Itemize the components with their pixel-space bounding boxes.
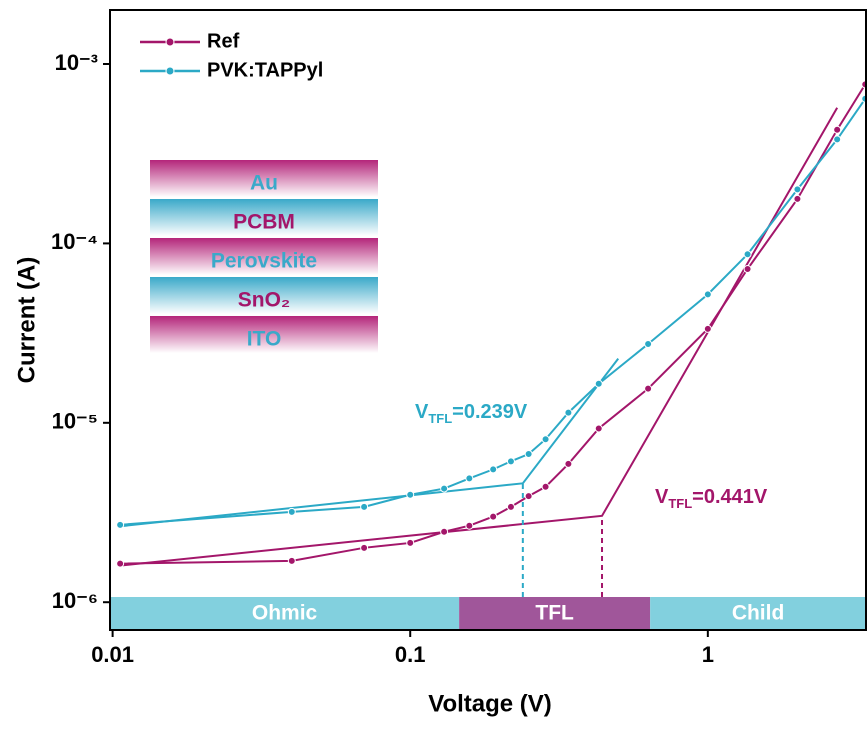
layer-label: SnO₂	[238, 289, 291, 312]
data-point	[506, 457, 515, 466]
region-band	[459, 597, 651, 630]
data-point	[564, 459, 573, 468]
layer	[150, 160, 378, 197]
x-tick-label: 0.01	[91, 642, 134, 667]
region-label: Ohmic	[252, 602, 318, 625]
data-point	[703, 324, 712, 333]
data-point	[793, 185, 802, 194]
legend-marker	[165, 37, 175, 47]
legend-label: PVK:TAPPyl	[207, 59, 323, 81]
series-line	[120, 98, 867, 526]
layer	[150, 316, 378, 353]
annotation-v: V	[415, 401, 429, 423]
data-point	[506, 502, 515, 511]
data-point	[594, 424, 603, 433]
annotation-sub: TFL	[428, 411, 452, 426]
data-point	[465, 474, 474, 483]
data-point	[524, 492, 533, 501]
data-point	[287, 556, 296, 565]
data-point	[644, 384, 653, 393]
data-point	[440, 484, 449, 493]
annotation: VTFL=0.239V	[415, 401, 528, 426]
data-point	[406, 538, 415, 547]
data-point	[489, 512, 498, 521]
layer-label: Au	[250, 172, 278, 195]
y-tick-label: 10⁻³	[55, 50, 98, 75]
data-point	[116, 520, 125, 529]
data-point	[594, 379, 603, 388]
x-tick-label: 0.1	[395, 642, 426, 667]
y-axis-title: Current (A)	[13, 257, 40, 384]
data-point	[360, 543, 369, 552]
annotation-value: =0.239V	[452, 401, 528, 423]
data-point	[833, 135, 842, 144]
layer-label: ITO	[247, 328, 282, 351]
series-line	[120, 83, 867, 565]
data-point	[465, 521, 474, 530]
y-tick-label: 10⁻⁶	[52, 588, 98, 613]
data-point	[116, 559, 125, 568]
data-point	[489, 465, 498, 474]
data-point	[564, 408, 573, 417]
y-tick-label: 10⁻⁴	[51, 229, 98, 254]
annotation: VTFL=0.441V	[655, 486, 768, 511]
annotation-sub: TFL	[668, 496, 692, 511]
layer	[150, 238, 378, 275]
region-band	[110, 597, 460, 630]
data-point	[524, 450, 533, 459]
layer-label: Perovskite	[211, 250, 317, 273]
data-point	[541, 482, 550, 491]
data-point	[440, 527, 449, 536]
data-point	[793, 194, 802, 203]
x-axis-title: Voltage (V)	[428, 690, 552, 717]
fit-line	[120, 357, 620, 528]
data-point	[703, 290, 712, 299]
data-point	[743, 250, 752, 259]
annotation-value: =0.441V	[692, 486, 768, 508]
data-point	[287, 507, 296, 516]
layer-label: PCBM	[233, 211, 295, 234]
data-point	[833, 125, 842, 134]
plot-frame	[109, 9, 867, 631]
data-point	[644, 339, 653, 348]
region-label: TFL	[535, 602, 574, 625]
region-band	[650, 597, 866, 630]
plot-area: Ohmic TFL Child	[110, 80, 867, 630]
region-label: Child	[732, 602, 785, 625]
legend-label: Ref	[207, 30, 240, 52]
y-tick-label: 10⁻⁵	[52, 409, 98, 434]
legend-marker	[165, 66, 175, 76]
data-point	[743, 265, 752, 274]
annotation-v: V	[655, 486, 669, 508]
layer	[150, 199, 378, 236]
data-point	[541, 435, 550, 444]
data-point	[360, 502, 369, 511]
layer	[150, 277, 378, 314]
x-tick-label: 1	[702, 642, 714, 667]
data-point	[406, 490, 415, 499]
